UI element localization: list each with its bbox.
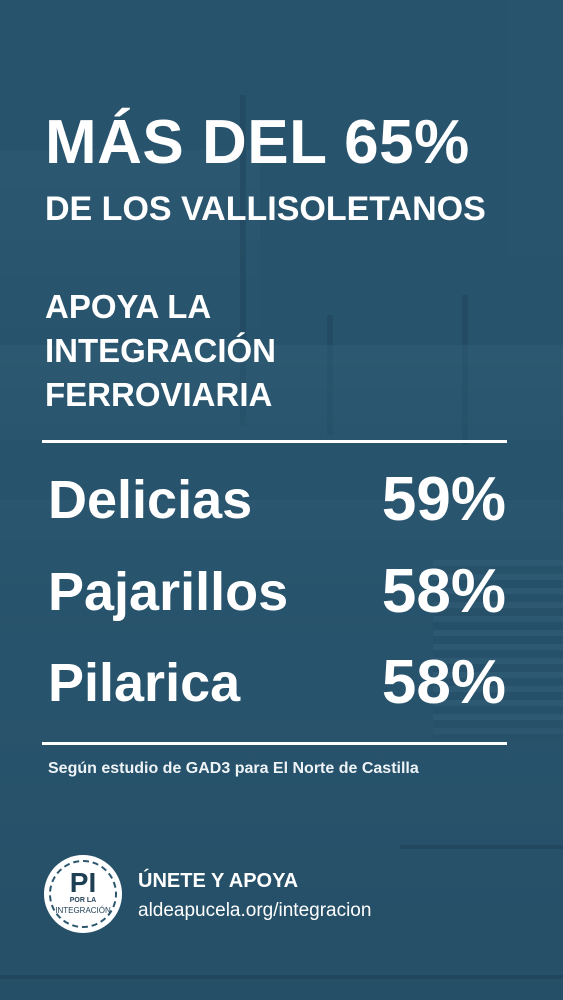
stat-row-pajarillos: Pajarillos 58% [48,557,506,627]
neighborhood-percentage: 58% [381,648,506,717]
stat-row-pilarica: Pilarica 58% [48,648,506,718]
top-divider [42,440,507,443]
logo-small-text-bottom: INTEGRACIÓN [55,906,111,915]
subheadline-line: INTEGRACIÓN [45,332,276,369]
neighborhood-name: Pilarica [48,653,241,713]
logo-mark: PI [69,867,97,898]
headline-percentage: MÁS DEL 65% [45,108,470,177]
bottom-divider [42,742,507,745]
subheadline-line: APOYA LA [45,288,212,325]
campaign-logo: PI POR LA INTEGRACIÓN [44,855,122,933]
cta-title: ÚNETE Y APOYA [138,870,299,892]
subheadline: APOYA LA INTEGRACIÓN FERROVIARIA [45,285,445,417]
neighborhood-percentage: 59% [381,465,506,534]
neighborhood-name: Pajarillos [48,562,289,622]
logo-ring [49,860,117,928]
stat-row-delicias: Delicias 59% [48,465,506,535]
subheadline-line: FERROVIARIA [45,376,273,413]
headline-subject: DE LOS VALLISOLETANOS [45,190,486,228]
neighborhood-name: Delicias [48,470,253,530]
source-note: Según estudio de GAD3 para El Norte de C… [48,760,419,777]
cta-url-link[interactable]: aldeapucela.org/integracion [138,900,372,921]
logo-small-text-top: POR LA [69,897,97,904]
neighborhood-percentage: 58% [381,557,506,626]
